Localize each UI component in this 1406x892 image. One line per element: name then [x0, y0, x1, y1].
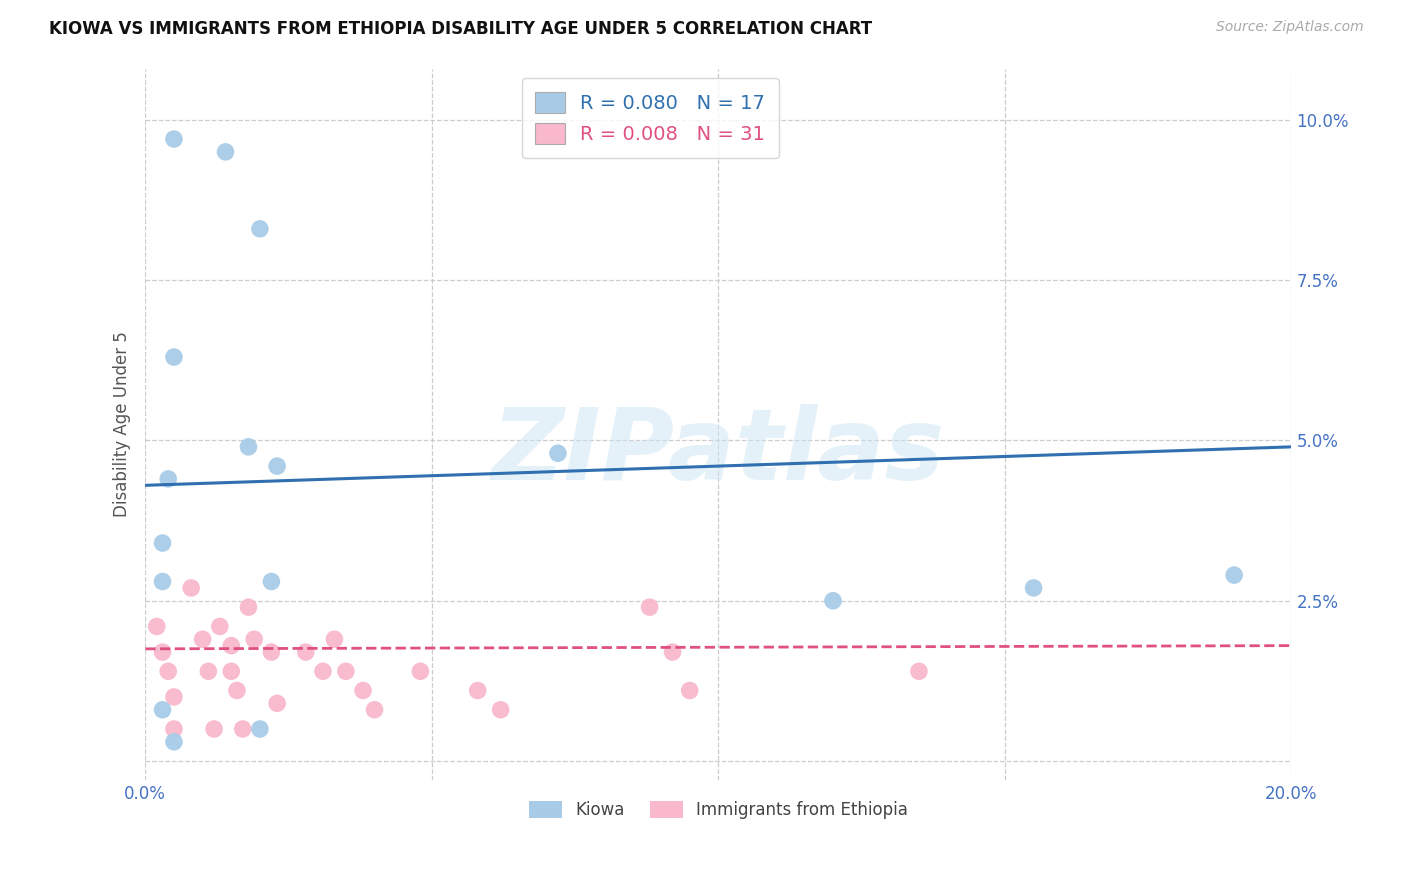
- Point: [294, 645, 316, 659]
- Point: [157, 472, 180, 486]
- Text: ZIPatlas: ZIPatlas: [492, 404, 945, 501]
- Point: [197, 665, 219, 679]
- Point: [180, 581, 202, 595]
- Point: [335, 665, 357, 679]
- Point: [163, 690, 186, 704]
- Point: [232, 722, 254, 736]
- Point: [238, 440, 260, 454]
- Point: [1022, 581, 1045, 595]
- Point: [152, 536, 174, 550]
- Point: [208, 619, 231, 633]
- Point: [1223, 568, 1246, 582]
- Point: [163, 722, 186, 736]
- Point: [219, 665, 242, 679]
- Point: [323, 632, 346, 647]
- Point: [352, 683, 374, 698]
- Point: [226, 683, 249, 698]
- Point: [214, 145, 236, 159]
- Point: [191, 632, 214, 647]
- Point: [547, 446, 569, 460]
- Point: [260, 574, 283, 589]
- Point: [249, 222, 271, 236]
- Text: Source: ZipAtlas.com: Source: ZipAtlas.com: [1216, 20, 1364, 34]
- Point: [908, 665, 931, 679]
- Point: [661, 645, 683, 659]
- Point: [238, 600, 260, 615]
- Point: [163, 132, 186, 146]
- Point: [363, 703, 385, 717]
- Point: [260, 645, 283, 659]
- Point: [243, 632, 266, 647]
- Point: [202, 722, 225, 736]
- Legend: Kiowa, Immigrants from Ethiopia: Kiowa, Immigrants from Ethiopia: [522, 794, 915, 825]
- Point: [146, 619, 169, 633]
- Point: [821, 593, 844, 607]
- Point: [152, 574, 174, 589]
- Point: [266, 459, 288, 474]
- Point: [489, 703, 512, 717]
- Point: [467, 683, 489, 698]
- Point: [249, 722, 271, 736]
- Point: [409, 665, 432, 679]
- Y-axis label: Disability Age Under 5: Disability Age Under 5: [114, 332, 131, 517]
- Point: [679, 683, 702, 698]
- Point: [312, 665, 335, 679]
- Point: [638, 600, 661, 615]
- Point: [163, 735, 186, 749]
- Point: [163, 350, 186, 364]
- Text: KIOWA VS IMMIGRANTS FROM ETHIOPIA DISABILITY AGE UNDER 5 CORRELATION CHART: KIOWA VS IMMIGRANTS FROM ETHIOPIA DISABI…: [49, 20, 872, 37]
- Point: [219, 639, 242, 653]
- Point: [266, 697, 288, 711]
- Point: [152, 645, 174, 659]
- Point: [152, 703, 174, 717]
- Point: [157, 665, 180, 679]
